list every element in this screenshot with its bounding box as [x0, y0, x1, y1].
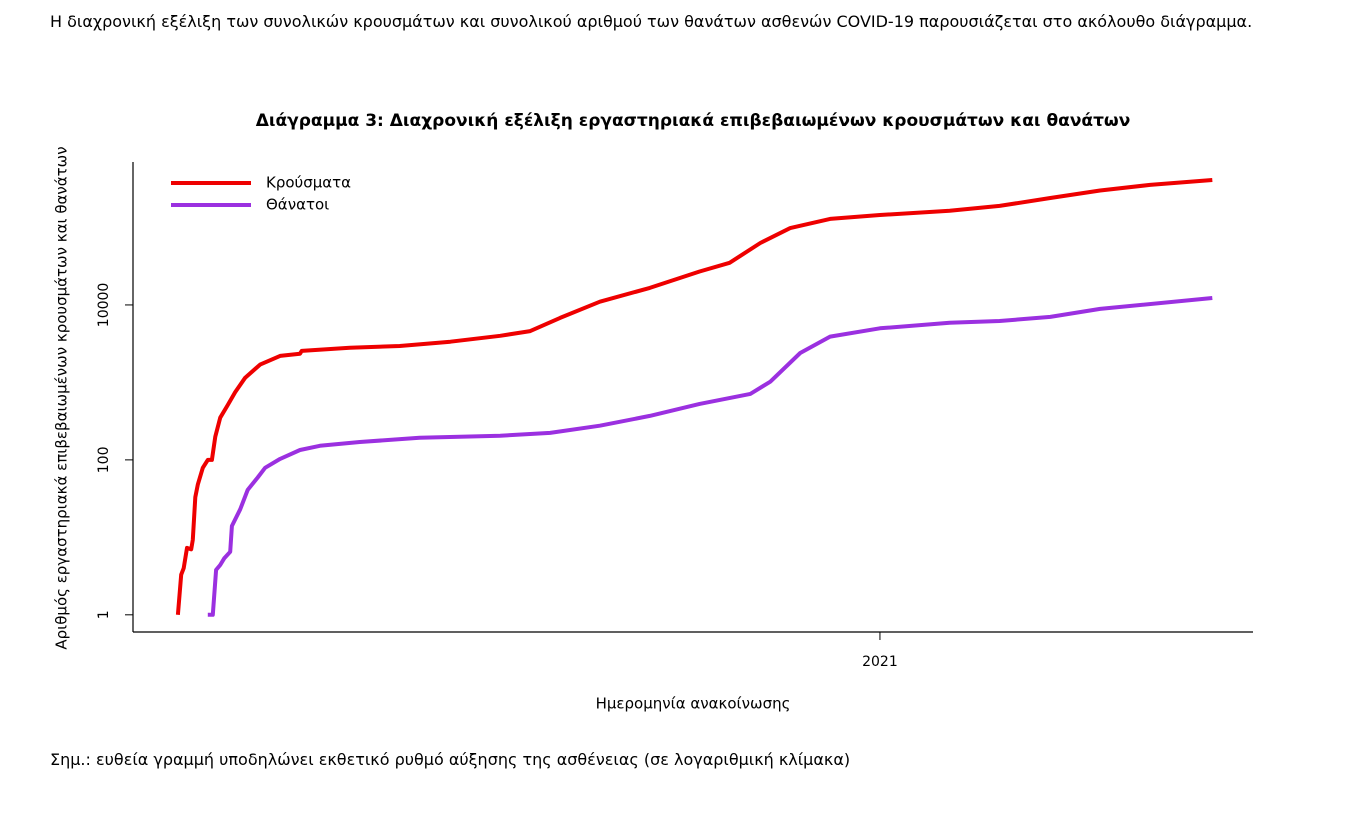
y-tick-label: 10000 — [96, 283, 112, 328]
x-tick-label: 2021 — [862, 654, 898, 670]
legend-label: Θάνατοι — [266, 196, 329, 214]
note-text: Σημ.: ευθεία γραμμή υποδηλώνει εκθετικό … — [50, 750, 851, 769]
y-tick-label: 1 — [96, 610, 112, 619]
chart-title: Διάγραμμα 3: Διαχρονική εξέλιξη εργαστηρ… — [256, 111, 1131, 131]
x-axis-label: Ημερομηνία ανακοίνωσης — [596, 695, 791, 713]
series-line — [175, 178, 1213, 615]
chart: Διάγραμμα 3: Διαχρονική εξέλιξη εργαστηρ… — [53, 111, 1253, 713]
series-line — [207, 296, 1213, 617]
legend-label: Κρούσματα — [266, 174, 351, 192]
y-tick-label: 100 — [96, 447, 112, 474]
y-axis-label: Αριθμός εργαστηριακά επιβεβαιωμένων κρου… — [53, 146, 71, 649]
intro-text: Η διαχρονική εξέλιξη των συνολικών κρουσ… — [50, 12, 1253, 31]
